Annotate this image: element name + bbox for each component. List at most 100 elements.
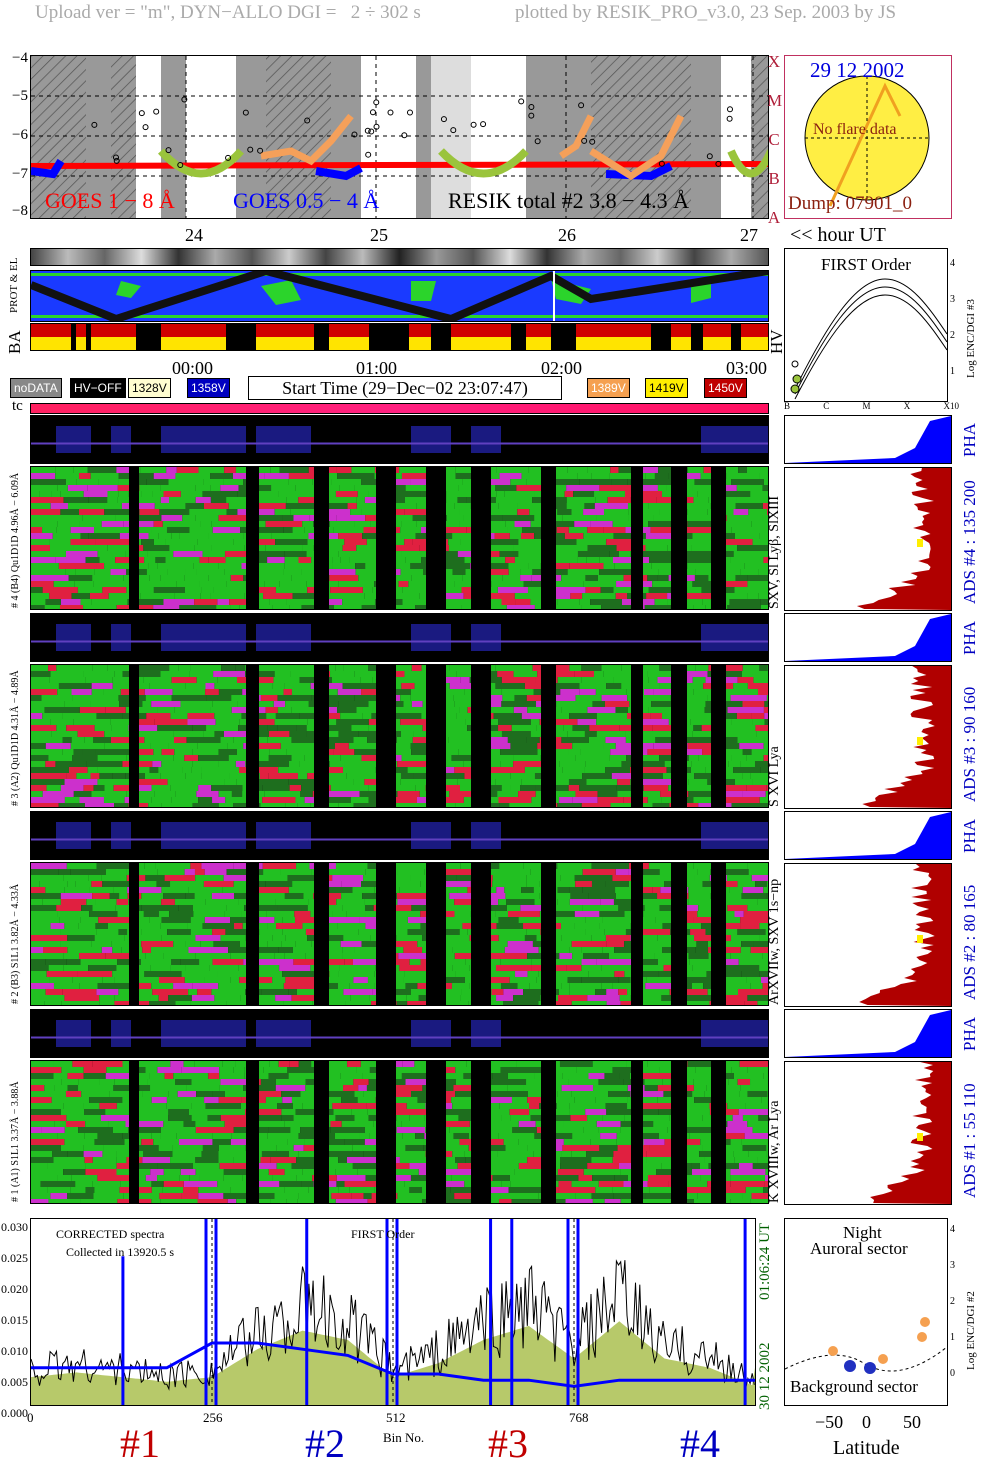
time-0000: 00:00	[172, 358, 214, 378]
legend-resik: RESIK total #2 3.8 − 4.3 Å	[448, 188, 689, 213]
legend-1358v: 1358V	[187, 378, 230, 398]
channel-label-4: # 1 (A1) S1L1 3.37Å − 3.88Å	[10, 1081, 21, 1202]
lat-ytick-4: 0	[950, 1368, 955, 1379]
ads-histogram-4	[784, 1061, 952, 1205]
spectrum-ut-label: 01:06:24 UT	[757, 1222, 773, 1300]
channel-label-1: # 4 (B4) Qu1D1D 4.96Å − 6.09Å	[10, 472, 21, 608]
goes-class-b: B	[768, 169, 780, 188]
first-order-title: FIRST Order	[821, 255, 911, 274]
sp-ytick-5: 0.005	[1, 1375, 28, 1389]
goes-ytick-4: −8	[12, 203, 28, 219]
time-0300: 03:00	[726, 358, 768, 378]
pha-strip-1	[30, 415, 769, 464]
hour-27: 27	[740, 225, 758, 245]
goes-plot	[31, 56, 768, 218]
ads-side-label-1: SXV, Sl Lyβ, SlXIII	[767, 495, 782, 609]
latitude-xlabel: Latitude	[833, 1437, 900, 1459]
latitude-ylabel: Log ENC/DGI #2	[965, 1291, 977, 1370]
goes-ytick-0: −4	[12, 50, 28, 66]
spectrum-note1: CORRECTED spectra	[56, 1227, 165, 1241]
goes-class-x: X	[767, 52, 781, 71]
legend-1419v: 1419V	[645, 378, 688, 398]
spectrogram-3	[30, 862, 769, 1006]
fo-xtick-x10: X10	[943, 401, 959, 411]
sp-xtick-256: 256	[203, 1410, 223, 1425]
hour-24: 24	[185, 225, 203, 245]
first-order-xticks: B C M X X10	[784, 401, 959, 411]
pha-histogram-3	[784, 811, 952, 860]
spectrum-plot	[31, 1219, 755, 1405]
legend-goes-long: GOES 1 − 8 Å	[45, 188, 175, 213]
spectrum-panel: CORRECTED spectra Collected in 13920.5 s…	[30, 1218, 756, 1406]
pha-tag-2: PHA	[960, 620, 979, 655]
hour-unit-label: << hour UT	[790, 224, 886, 246]
spectrogram-4	[30, 1060, 769, 1204]
spectrum-date-label: 30 12 2002	[757, 1342, 773, 1411]
detector-2-label: #2	[305, 1421, 345, 1466]
hour-26: 26	[558, 225, 576, 245]
ads-histogram-1	[784, 467, 952, 611]
sun-date: 29 12 2002	[810, 58, 905, 82]
lat-xtick-m50: −50	[815, 1412, 844, 1432]
hour-25: 25	[370, 225, 388, 245]
ba-label: BA	[5, 330, 24, 354]
sp-ytick-4: 0.010	[1, 1344, 28, 1358]
latitude-panel: Night Auroral sector Background sector	[784, 1218, 948, 1406]
sp-ytick-1: 0.025	[1, 1251, 28, 1265]
lat-xtick-0: 0	[862, 1412, 871, 1432]
sun-no-flare: No flare data	[813, 121, 897, 138]
spectrum-yticks: 0.030 0.025 0.020 0.015 0.010 0.005 0.00…	[0, 1212, 28, 1429]
spectrum-title: FIRST Order	[351, 1227, 415, 1241]
sp-xtick-0: 0	[27, 1410, 34, 1425]
time-0100: 01:00	[356, 358, 398, 378]
ba-hv-bar	[30, 323, 769, 351]
latitude-bottom: Background sector	[790, 1377, 918, 1396]
legend-goes-short: GOES 0.5 − 4 Å	[233, 188, 380, 213]
legend-nodata: noDATA	[10, 378, 62, 398]
spectrogram-2	[30, 664, 769, 808]
pha-strip-4	[30, 1009, 769, 1058]
pha-tag-1: PHA	[960, 422, 979, 457]
sp-ytick-6: 0.000	[1, 1406, 28, 1420]
lat-ytick-0: 4	[950, 1224, 955, 1235]
goes-ytick-1: −5	[12, 88, 28, 104]
lat-ytick-3: 1	[950, 1332, 955, 1343]
latitude-yticks: 4 3 2 1 0	[950, 1212, 955, 1392]
sun-dump: Dump: 07901_0	[788, 193, 913, 214]
sp-xtick-512: 512	[386, 1410, 406, 1425]
fo-ytick-3: 1	[950, 366, 955, 377]
lat-ytick-2: 2	[950, 1296, 955, 1307]
goes-class-c: C	[768, 130, 780, 149]
ads-label-2: ADS #3 : 90 160	[960, 686, 979, 802]
spectrum-note2: Collected in 13920.5 s	[66, 1245, 174, 1259]
fo-ytick-2: 2	[950, 330, 955, 341]
gray-orbit-strip	[30, 248, 769, 266]
prot-el-label: PROT & EL	[8, 257, 20, 313]
first-order-inset: FIRST Order	[784, 248, 948, 402]
goes-lightcurve-panel	[30, 55, 769, 219]
ads-side-label-3: ArXVIIw, SXV 1s−np	[767, 878, 782, 1005]
legend-1328v: 1328V	[128, 378, 171, 398]
ads-side-label-2: S XVI Lya	[767, 746, 782, 807]
detector-3-label: #3	[488, 1421, 528, 1466]
sp-ytick-2: 0.020	[1, 1282, 28, 1296]
tc-bar	[30, 403, 769, 414]
legend-1389v: 1389V	[587, 378, 630, 398]
spectrum-xlabel: Bin No.	[383, 1430, 425, 1445]
latitude-title2: Auroral sector	[810, 1239, 908, 1258]
channel-label-3: # 2 (B3) S1L1 3.82Å − 4.33Å	[10, 883, 21, 1004]
fo-xtick-b: B	[784, 401, 791, 411]
legend-hvoff: HV−OFF	[70, 378, 126, 398]
goes-class-axis: X M C B A	[767, 42, 783, 237]
ads-label-4: ADS #1 : 55 110	[960, 1083, 979, 1198]
sp-xtick-768: 768	[569, 1410, 589, 1425]
latitude-title1: Night	[843, 1223, 882, 1242]
lat-ytick-1: 3	[950, 1260, 955, 1271]
fo-xtick-x: X	[903, 401, 911, 411]
pha-histogram-4	[784, 1009, 952, 1058]
detector-1-label: #1	[120, 1421, 160, 1466]
start-time-box: Start Time (29−Dec−02 23:07:47)	[248, 376, 562, 400]
goes-class-m: M	[767, 91, 783, 110]
sp-ytick-0: 0.030	[1, 1220, 28, 1234]
pha-histogram-1	[784, 415, 952, 464]
